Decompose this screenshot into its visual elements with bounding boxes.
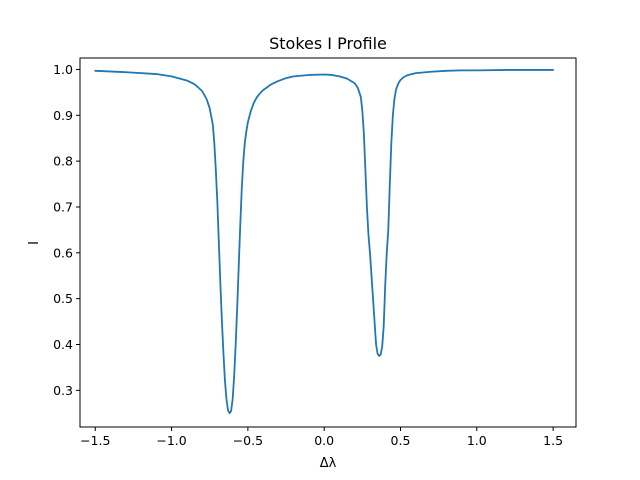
y-tick-label: 0.8 <box>53 154 73 169</box>
x-axis-label: Δλ <box>320 456 337 471</box>
x-tick-label: 0.0 <box>314 433 334 448</box>
x-tick-label: −0.5 <box>233 433 263 448</box>
x-tick-label: 0.5 <box>391 433 411 448</box>
y-tick-label: 0.7 <box>53 199 73 214</box>
y-tick-label: 0.9 <box>53 108 73 123</box>
plot-area <box>79 57 577 428</box>
y-tick-label: 0.5 <box>53 291 73 306</box>
x-tick-label: −1.5 <box>80 433 110 448</box>
y-tick-label: 0.6 <box>53 245 73 260</box>
x-tick-label: 1.5 <box>543 433 563 448</box>
y-tick-label: 0.4 <box>53 337 73 352</box>
x-tick-label: 1.0 <box>467 433 487 448</box>
series-line <box>94 69 555 415</box>
y-axis-ticks: 0.3 0.4 0.5 0.6 0.7 0.8 0.9 1.0 <box>53 62 80 398</box>
x-tick-label: −1.0 <box>156 433 186 448</box>
y-tick-label: 1.0 <box>53 62 73 77</box>
axes-frame <box>79 57 577 428</box>
y-axis-label: I <box>27 241 42 245</box>
chart-title: Stokes I Profile <box>269 34 387 53</box>
y-tick-label: 0.3 <box>53 383 73 398</box>
x-axis-ticks: −1.5 −1.0 −0.5 0.0 0.5 1.0 1.5 <box>80 427 563 448</box>
